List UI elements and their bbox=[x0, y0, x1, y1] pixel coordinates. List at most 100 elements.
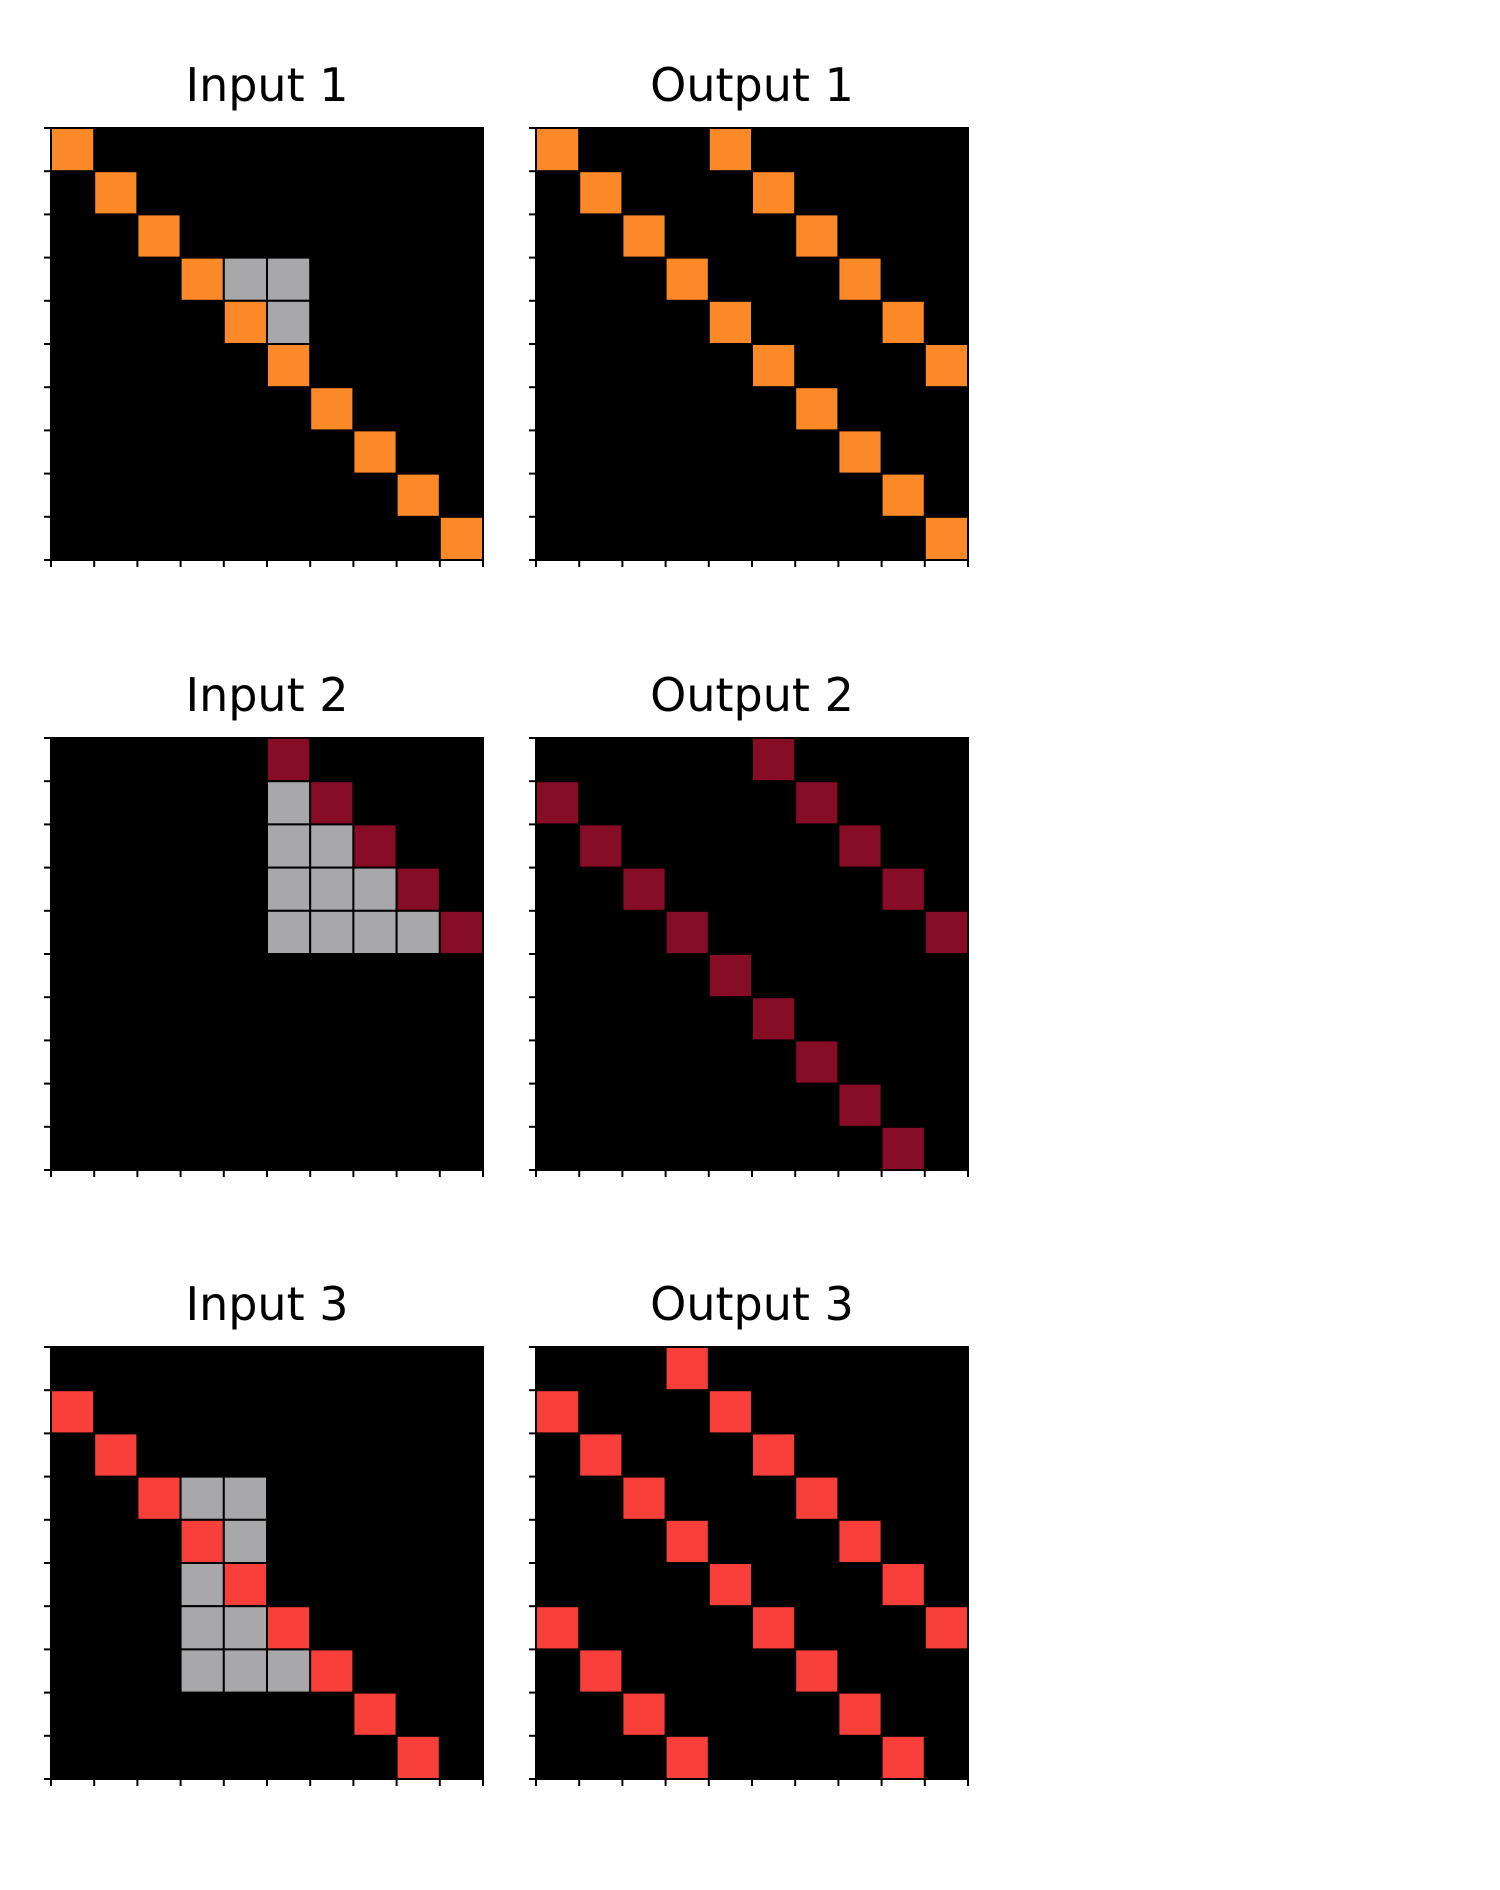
grid-cell bbox=[309, 909, 355, 955]
grid-cell bbox=[751, 1605, 797, 1651]
grid-cell bbox=[222, 1475, 269, 1521]
grid-cell bbox=[535, 1389, 581, 1435]
grid-cell bbox=[751, 1432, 797, 1478]
grid-cell bbox=[664, 256, 710, 302]
grid-cell bbox=[309, 386, 355, 432]
grid-cell bbox=[578, 170, 624, 216]
grid-cell bbox=[395, 866, 441, 912]
input-title-3: Input 3 bbox=[186, 1277, 349, 1331]
grid-cell bbox=[664, 1734, 710, 1781]
grid-cell bbox=[837, 429, 883, 475]
grid-cell bbox=[352, 866, 398, 912]
grid-cell bbox=[222, 256, 269, 302]
grid-cell bbox=[578, 1432, 624, 1478]
grid-cell bbox=[837, 1082, 883, 1128]
grid-cell bbox=[179, 1475, 225, 1521]
grid-cell bbox=[395, 909, 441, 955]
grid-cell bbox=[794, 1648, 840, 1694]
grid-cell bbox=[266, 823, 312, 869]
grid-cell bbox=[352, 909, 398, 955]
grid-cell bbox=[837, 1518, 883, 1565]
grid-cell bbox=[707, 127, 753, 173]
grid-cell bbox=[621, 866, 667, 912]
grid-cell bbox=[751, 343, 797, 389]
grid-cell bbox=[93, 1432, 139, 1478]
grid-cell bbox=[222, 299, 269, 345]
grid-cell bbox=[266, 780, 312, 826]
output-panel-2: Output 2 bbox=[529, 668, 969, 1177]
grid-cell bbox=[309, 780, 355, 826]
output-panel-3: Output 3 bbox=[529, 1277, 969, 1786]
grid-cell bbox=[664, 1346, 710, 1392]
grid-cell bbox=[266, 343, 312, 389]
grid-cell bbox=[664, 1518, 710, 1565]
output-title-2: Output 2 bbox=[650, 668, 854, 722]
grid-cell bbox=[794, 213, 840, 259]
grid-cell bbox=[266, 1648, 312, 1694]
grid-cell bbox=[50, 1389, 96, 1435]
grid-cell bbox=[707, 1562, 753, 1608]
grid-cell bbox=[923, 1605, 969, 1651]
output-panel-1: Output 1 bbox=[529, 58, 969, 567]
grid-cell bbox=[438, 515, 484, 561]
grid-cell bbox=[621, 1691, 667, 1737]
grid-cell bbox=[923, 343, 969, 389]
grid-cell bbox=[50, 127, 96, 173]
grid-cell bbox=[880, 472, 926, 518]
grid-cell bbox=[266, 256, 312, 302]
grid-cell bbox=[179, 1605, 225, 1651]
input-panel-3: Input 3 bbox=[44, 1277, 484, 1786]
grid-cell bbox=[352, 1691, 398, 1737]
grid-cell bbox=[535, 1605, 581, 1651]
grid-cell bbox=[664, 909, 710, 955]
grid-cell bbox=[535, 780, 581, 826]
grid-cell bbox=[222, 1648, 269, 1694]
grid-cell bbox=[179, 256, 225, 302]
grid-cell bbox=[136, 1475, 182, 1521]
grid-cell bbox=[352, 823, 398, 869]
grid-cell bbox=[136, 213, 182, 259]
grid-cell bbox=[923, 909, 969, 955]
grid-cell bbox=[880, 1562, 926, 1608]
grid-cell bbox=[751, 737, 797, 783]
grid-cell bbox=[707, 1389, 753, 1435]
grid-cell bbox=[93, 170, 139, 216]
input-panel-1: Input 1 bbox=[44, 58, 484, 567]
grid-cell bbox=[880, 866, 926, 912]
grid-cell bbox=[707, 299, 753, 345]
grid-cell bbox=[309, 1648, 355, 1694]
grid-cell bbox=[837, 256, 883, 302]
grid-cell bbox=[880, 1125, 926, 1172]
grid-cell bbox=[923, 515, 969, 561]
grid-cell bbox=[621, 1475, 667, 1521]
grid-cell bbox=[266, 1605, 312, 1651]
grid-cell bbox=[179, 1562, 225, 1608]
grid-cell bbox=[751, 170, 797, 216]
grid-cell bbox=[395, 472, 441, 518]
grid-cell bbox=[309, 866, 355, 912]
grid-cell bbox=[751, 996, 797, 1042]
grid-cell bbox=[395, 1734, 441, 1781]
grid-cell bbox=[880, 1734, 926, 1781]
grid-cell bbox=[266, 909, 312, 955]
grid-cell bbox=[266, 737, 312, 783]
grid-cell bbox=[794, 1039, 840, 1085]
grid-cell bbox=[621, 213, 667, 259]
grid-cell bbox=[794, 386, 840, 432]
grid-cell bbox=[179, 1518, 225, 1565]
grid-cell bbox=[578, 823, 624, 869]
grid-cell bbox=[222, 1605, 269, 1651]
grid-cell bbox=[266, 299, 312, 345]
output-title-1: Output 1 bbox=[650, 58, 854, 112]
grid-cell bbox=[222, 1562, 269, 1608]
grid-cell bbox=[222, 1518, 269, 1565]
grid-cell bbox=[880, 299, 926, 345]
grid-cell bbox=[794, 780, 840, 826]
grid-cell bbox=[837, 1691, 883, 1737]
grid-cell bbox=[794, 1475, 840, 1521]
grid-cell bbox=[438, 909, 484, 955]
grid-cell bbox=[309, 823, 355, 869]
grid-cell bbox=[352, 429, 398, 475]
input-title-2: Input 2 bbox=[186, 668, 349, 722]
